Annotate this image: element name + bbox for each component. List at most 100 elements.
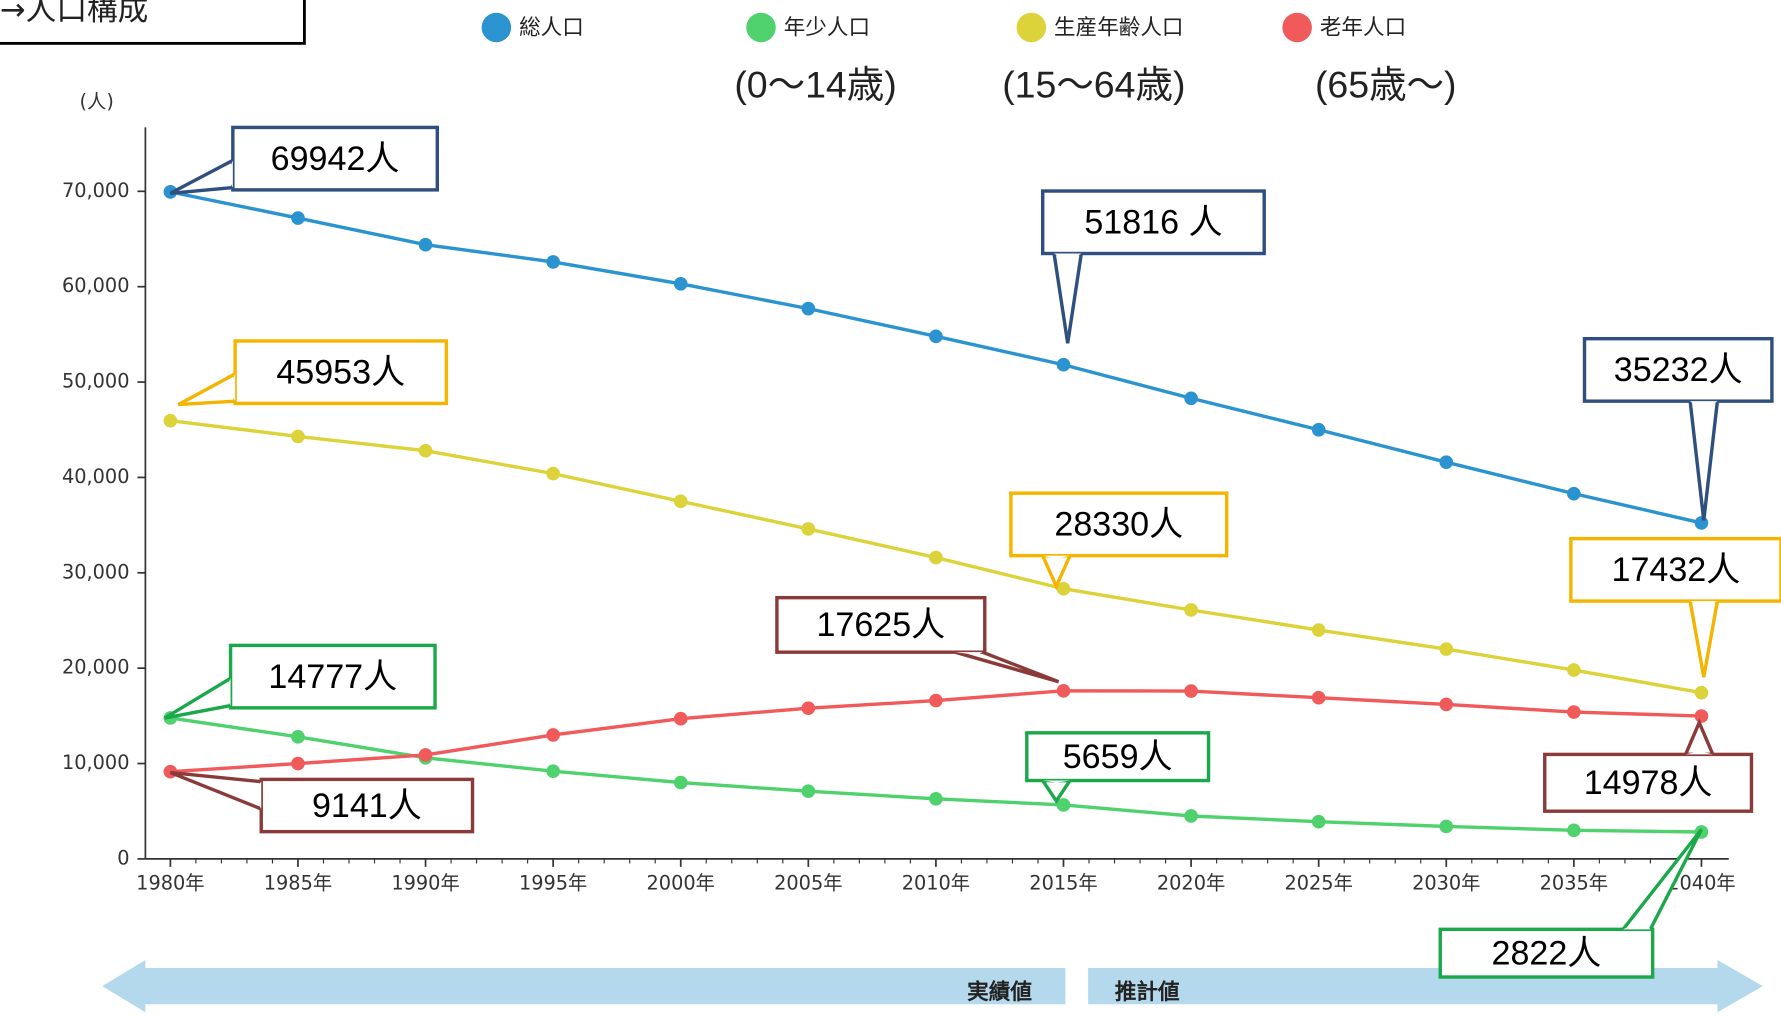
callout-pointer xyxy=(1688,599,1720,678)
callout-box xyxy=(775,595,987,654)
callout-joint xyxy=(955,652,983,656)
data-label: 28330人 xyxy=(1054,506,1183,544)
data-point xyxy=(1694,516,1709,530)
data-point xyxy=(673,494,688,509)
callout-joint xyxy=(252,781,262,809)
x-tick-label: 2005年 xyxy=(774,871,842,894)
data-point xyxy=(418,443,433,458)
data-point xyxy=(291,429,305,444)
y-tick-label: 10,000 xyxy=(62,751,130,774)
data-point xyxy=(801,301,816,316)
callout-pointer xyxy=(169,157,235,196)
x-tick-label: 2025年 xyxy=(1284,871,1352,894)
data-label: 9141人 xyxy=(312,787,422,825)
callout-joint xyxy=(226,160,233,188)
data-point xyxy=(546,466,560,481)
data-point xyxy=(1567,663,1581,677)
data-point xyxy=(291,211,305,225)
callout-box xyxy=(259,777,475,834)
data-point xyxy=(1311,690,1326,705)
legend-marker xyxy=(746,12,776,43)
y-tick-label: 70,000 xyxy=(62,179,130,202)
data-point xyxy=(801,522,816,536)
data-point xyxy=(1184,603,1198,617)
data-label: 69942人 xyxy=(271,140,400,178)
x-tick-label: 2035年 xyxy=(1540,871,1608,894)
data-point xyxy=(673,775,688,790)
data-label: 51816 人 xyxy=(1084,204,1222,242)
callout-joint xyxy=(1042,555,1070,559)
data-point xyxy=(801,784,816,799)
callout-pointer xyxy=(1683,718,1716,757)
period-label: 推計値 xyxy=(1115,979,1180,1005)
legend-marker xyxy=(1282,12,1312,43)
y-axis-label: (人) xyxy=(80,90,114,113)
data-point xyxy=(1567,705,1581,719)
data-point xyxy=(1056,581,1071,596)
legend-note: (15～64歳) xyxy=(1002,64,1185,106)
data-point xyxy=(1694,685,1709,700)
period-divider xyxy=(1065,963,1089,1012)
callout-joint xyxy=(1685,751,1713,755)
callout-box xyxy=(1025,731,1211,783)
callout-pointer xyxy=(1052,251,1084,344)
data-point xyxy=(673,711,688,726)
data-point xyxy=(418,748,433,762)
data-point xyxy=(1439,455,1454,469)
x-tick-label: 2040年 xyxy=(1667,871,1735,894)
data-point xyxy=(1567,486,1581,501)
data-point xyxy=(291,730,305,744)
y-tick-label: 40,000 xyxy=(62,465,130,488)
data-point xyxy=(1184,809,1198,823)
data-point xyxy=(673,277,688,291)
data-point xyxy=(1694,709,1709,723)
data-point xyxy=(1184,391,1198,406)
callout-pointer xyxy=(169,770,263,812)
data-point xyxy=(546,255,560,269)
title-box xyxy=(0,0,306,45)
callout-pointer xyxy=(163,675,233,720)
title: →人口構成 xyxy=(0,0,148,28)
callout-joint xyxy=(1690,601,1718,609)
data-point xyxy=(1311,623,1326,637)
legend-label: 年少人口 xyxy=(784,16,870,41)
legend-note: (0～14歳) xyxy=(734,64,896,106)
legend-label: 生産年齢人口 xyxy=(1054,16,1183,41)
x-tick-label: 1985年 xyxy=(264,871,332,894)
data-point xyxy=(546,764,560,778)
period-label: 実績値 xyxy=(967,979,1032,1005)
x-tick-label: 2030年 xyxy=(1412,871,1480,894)
legend-marker xyxy=(1016,12,1047,43)
x-tick-label: 2015年 xyxy=(1029,871,1097,894)
data-label: 45953人 xyxy=(276,353,405,391)
y-tick-label: 0 xyxy=(117,846,129,869)
x-tick-label: 1990年 xyxy=(391,871,459,894)
callout-box xyxy=(1543,752,1754,813)
callout-pointer xyxy=(954,650,1060,684)
callout-joint xyxy=(229,373,236,402)
callout-box xyxy=(231,125,440,192)
data-point xyxy=(1056,357,1071,372)
callout-joint xyxy=(223,678,231,706)
callout-joint xyxy=(1054,253,1082,263)
data-label: 35232人 xyxy=(1614,351,1743,389)
data-point xyxy=(1439,642,1454,656)
data-point xyxy=(1567,823,1581,838)
data-point xyxy=(1056,684,1071,698)
data-point xyxy=(418,237,433,252)
legend-marker xyxy=(481,12,512,43)
data-label: 2822人 xyxy=(1492,934,1602,972)
data-point xyxy=(1439,819,1454,834)
legend-label: 老年人口 xyxy=(1320,16,1406,41)
callout-box xyxy=(1009,491,1229,558)
y-tick-label: 50,000 xyxy=(62,370,130,393)
data-point xyxy=(929,550,943,565)
data-point xyxy=(1311,422,1326,437)
y-tick-label: 30,000 xyxy=(62,560,130,583)
x-tick-label: 1980年 xyxy=(136,871,204,894)
y-tick-label: 20,000 xyxy=(62,656,130,679)
data-label: 17432人 xyxy=(1612,551,1741,589)
callout-joint xyxy=(1042,780,1070,783)
data-point xyxy=(1184,684,1198,698)
